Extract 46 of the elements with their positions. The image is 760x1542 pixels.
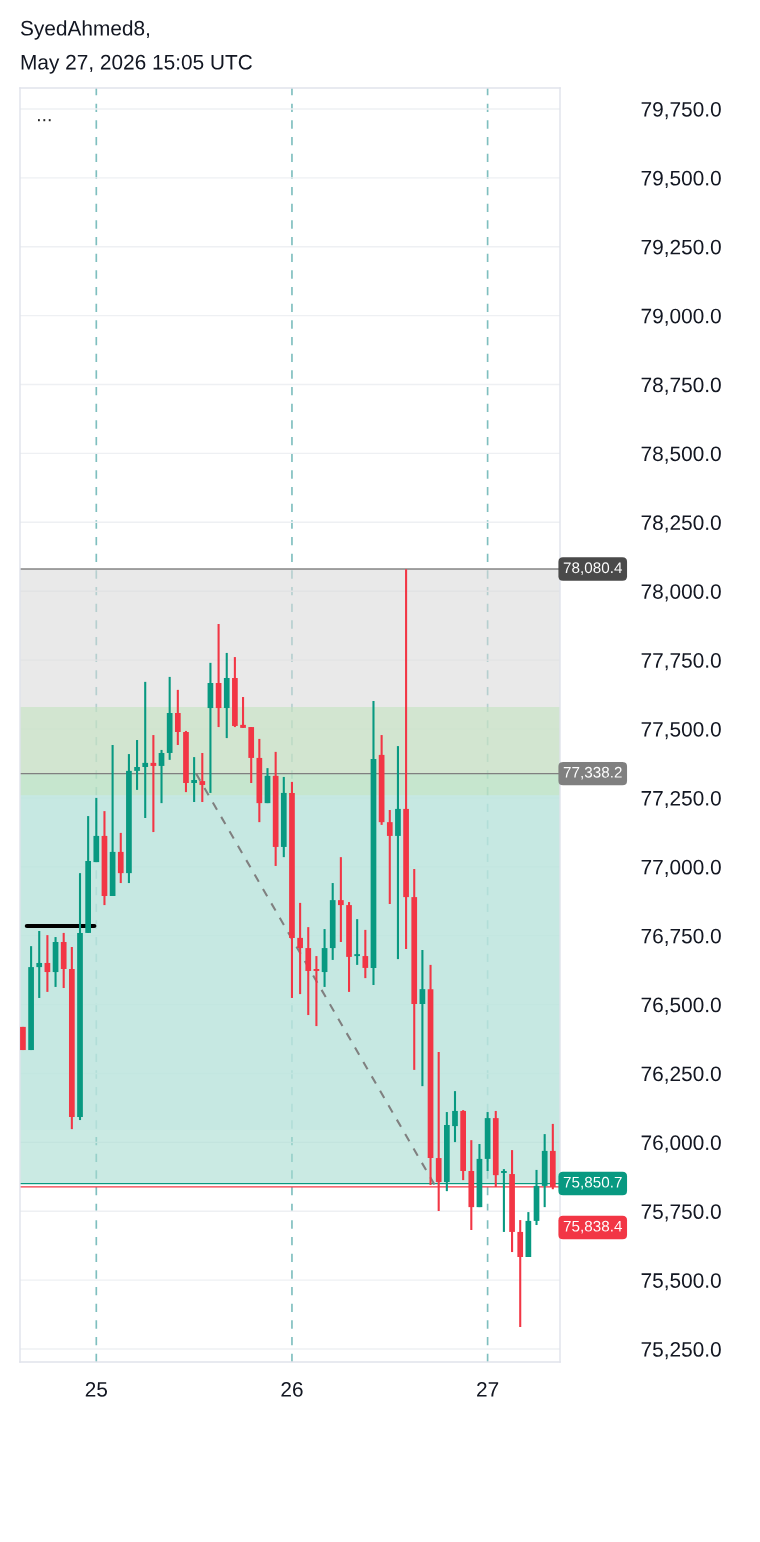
- candlestick: [386, 808, 393, 906]
- y-tick-label: 75,500.0: [641, 1273, 721, 1291]
- y-tick-label: 78,750.0: [641, 377, 721, 395]
- y-tick-label: 76,500.0: [641, 997, 721, 1015]
- y-tick-label: 78,500.0: [641, 446, 721, 464]
- x-tick-label: 26: [281, 1381, 303, 1397]
- candlestick: [297, 901, 303, 996]
- x-tick-label: 27: [477, 1381, 499, 1397]
- y-tick-label: 76,000.0: [641, 1135, 721, 1153]
- candlestick: [354, 918, 361, 966]
- y-tick-label: 75,750.0: [641, 1204, 721, 1222]
- y-tick-label: 79,250.0: [641, 239, 721, 257]
- y-tick-label: 79,500.0: [641, 170, 721, 189]
- chart-title: SyedAhmed8,: [20, 20, 149, 40]
- candlestick: [36, 929, 43, 999]
- candlestick: [191, 756, 197, 804]
- candlestick: [199, 751, 206, 804]
- y-tick-label: 79,000.0: [641, 308, 721, 326]
- candlestick: [362, 928, 369, 980]
- ref-line-label: 75,838.4: [563, 1220, 623, 1234]
- candlestick: [305, 926, 312, 1017]
- candlestick: [240, 695, 246, 729]
- candlestick: [452, 1090, 458, 1144]
- y-tick-label: 79,750.0: [641, 101, 721, 120]
- chart-subtitle: May 27, 2026 15:05 UTC: [21, 54, 252, 74]
- candlestick: [338, 856, 344, 944]
- candlestick: [117, 831, 124, 885]
- y-tick-label: 77,750.0: [641, 653, 721, 671]
- candlestick: [395, 745, 401, 961]
- candlestick: [134, 738, 140, 791]
- y-tick-label: 77,000.0: [641, 859, 721, 877]
- y-tick-label: 77,500.0: [641, 722, 721, 740]
- y-tick-label: 78,250.0: [641, 515, 721, 533]
- x-tick-label: 25: [85, 1381, 108, 1397]
- y-tick-label: 75,250.0: [641, 1342, 721, 1360]
- candlestick: [313, 955, 320, 1028]
- ref-line-label: 78,080.4: [563, 562, 623, 575]
- ref-line-label: 75,850.7: [563, 1176, 622, 1190]
- y-tick-label: 76,250.0: [641, 1066, 721, 1084]
- y-tick-label: 76,750.0: [641, 928, 721, 946]
- candlestick: [142, 680, 149, 820]
- candlestick: [174, 688, 181, 747]
- y-tick-label: 77,250.0: [641, 790, 721, 809]
- y-tick-label: 78,000.0: [641, 584, 721, 602]
- annotation: ...: [37, 119, 51, 122]
- ref-line-label: 77,338.2: [563, 766, 622, 780]
